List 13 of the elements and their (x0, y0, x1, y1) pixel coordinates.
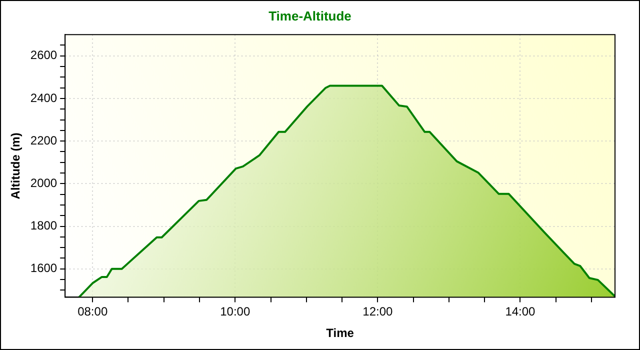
y-tick-label: 2600 (30, 48, 58, 62)
x-tick-label: 12:00 (362, 304, 394, 319)
x-tick-label: 14:00 (505, 304, 536, 319)
y-tick-label: 2200 (30, 133, 58, 148)
x-tick-label: 08:00 (78, 304, 108, 319)
chart-title: Time-Altitude (268, 8, 352, 24)
y-axis-title: Altitude (m) (8, 132, 23, 200)
y-tick-label: 1800 (30, 218, 58, 233)
y-tick-label: 1600 (30, 261, 58, 276)
x-tick-label: 10:00 (220, 304, 250, 319)
y-tick-label: 2400 (30, 90, 58, 105)
x-axis-title: Time (326, 326, 354, 340)
y-tick-label: 2000 (30, 176, 58, 190)
